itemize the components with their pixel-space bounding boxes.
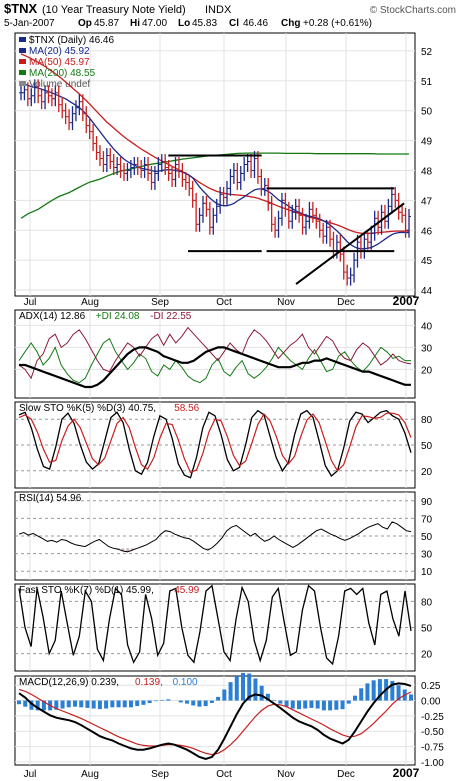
open-value: 45.87: [94, 18, 119, 29]
price-xtick-3: Oct: [216, 297, 232, 308]
low-value: 45.83: [192, 18, 217, 29]
ma50-line: [20, 53, 409, 235]
close-value: 46.46: [243, 18, 268, 29]
legend-entry-1: MA(20) 45.92: [29, 46, 90, 57]
rsi-ytick-2: 50: [421, 532, 433, 543]
price-ytick-1: 45: [421, 256, 433, 267]
fast-sto-label: Fast STO %K(7) %D(1) 45.99,: [19, 585, 154, 596]
legend-entry-2: MA(50) 45.97: [29, 57, 90, 68]
macd-ytick-2: -0.50: [421, 727, 444, 738]
legend-swatch-0: [19, 37, 26, 42]
macd-hist-value: 0.100: [173, 677, 198, 688]
fast-d-value: 45.99: [174, 585, 199, 596]
price-ytick-0: 44: [421, 286, 433, 297]
legend-entry-4: Volume undef: [29, 79, 90, 90]
adx-line: [19, 346, 411, 389]
fast-sto-ytick-1: 50: [421, 624, 433, 635]
macd-signal-value: 0.139,: [135, 677, 163, 688]
exchange-label: INDX: [205, 4, 232, 16]
high-value: 47.00: [142, 18, 167, 29]
price-ytick-5: 49: [421, 137, 433, 148]
rsi-ytick-3: 70: [421, 514, 433, 525]
rsi-ytick-0: 10: [421, 567, 433, 578]
fast-sto-ytick-2: 80: [421, 597, 433, 608]
macd-xtick-2: Sep: [151, 769, 169, 780]
slow-sto-ytick-1: 50: [421, 441, 433, 452]
rsi-line: [18, 521, 412, 553]
legend-swatch-4: [19, 81, 26, 86]
macd-ytick-1: -0.75: [421, 743, 444, 754]
rsi-label: RSI(14) 54.96: [19, 493, 82, 504]
price-xtick-4: Nov: [277, 297, 295, 308]
legend-swatch-2: [19, 59, 26, 64]
macd-xtick-6: 2007: [393, 766, 420, 780]
plus-di-line: [18, 337, 411, 384]
price-xtick-5: Dec: [337, 297, 355, 308]
change-value: +0.28 (+0.61%): [303, 18, 372, 29]
slow-k-line: [18, 409, 412, 479]
macd-ytick-0: -1.00: [421, 758, 444, 769]
adx-label: ADX(14) 12.86: [19, 311, 86, 322]
price-ytick-4: 48: [421, 166, 433, 177]
slow-sto-label: Slow STO %K(5) %D(3) 40.75,: [19, 403, 156, 414]
adx-ytick-2: 40: [421, 321, 433, 332]
macd-xtick-0: Jul: [24, 769, 37, 780]
price-xtick-6: 2007: [393, 294, 420, 308]
macd-xtick-4: Nov: [277, 769, 295, 780]
macd-xtick-5: Dec: [337, 769, 355, 780]
open-label: Op: [78, 18, 92, 29]
rsi-ytick-4: 90: [421, 497, 433, 508]
fast-k-line: [18, 584, 412, 666]
low-label: Lo: [178, 18, 190, 29]
price-xtick-0: Jul: [24, 297, 37, 308]
adx-ytick-1: 30: [421, 343, 433, 354]
macd-ytick-4: 0.00: [421, 697, 441, 708]
symbol-name: (10 Year Treasury Note Yield): [42, 4, 186, 16]
price-ytick-7: 51: [421, 77, 433, 88]
header-date: 5-Jan-2007: [4, 18, 55, 29]
slow-sto-ytick-2: 80: [421, 415, 433, 426]
symbol-title: $TNX: [4, 1, 38, 16]
price-ytick-8: 52: [421, 47, 433, 58]
legend-swatch-1: [19, 48, 26, 53]
macd-label: MACD(12,26,9) 0.239,: [19, 677, 119, 688]
minus-di-label: -DI 22.55: [150, 311, 192, 322]
fast-sto-ytick-0: 20: [421, 650, 433, 661]
slow-sto-ytick-0: 20: [421, 467, 433, 478]
rsi-ytick-1: 30: [421, 550, 433, 561]
slow-d-line: [18, 412, 412, 474]
legend-swatch-3: [19, 70, 26, 75]
change-label: Chg: [281, 18, 300, 29]
legend-entry-3: MA(200) 48.55: [29, 68, 96, 79]
macd-panel-frame: [14, 675, 416, 766]
adx-panel-frame: [14, 309, 416, 399]
macd-line: [18, 682, 412, 760]
macd-xtick-3: Oct: [216, 769, 232, 780]
minus-di-line: [18, 326, 412, 380]
price-ytick-6: 50: [421, 107, 433, 118]
legend-entry-0: $TNX (Daily) 46.46: [29, 35, 114, 46]
support-trendline: [295, 202, 405, 285]
macd-xtick-1: Aug: [81, 769, 99, 780]
price-xtick-1: Aug: [81, 297, 99, 308]
slow-d-value: 58.56: [174, 403, 199, 414]
adx-ytick-0: 20: [421, 365, 433, 376]
watermark: © StockCharts.com: [370, 5, 456, 16]
price-ytick-3: 47: [421, 196, 433, 207]
price-ytick-2: 46: [421, 226, 433, 237]
high-label: Hi: [130, 18, 140, 29]
close-label: Cl: [229, 18, 239, 29]
price-xtick-2: Sep: [151, 297, 169, 308]
macd-ytick-5: 0.25: [421, 681, 441, 692]
plus-di-label: +DI 24.08: [96, 311, 140, 322]
macd-ytick-3: -0.25: [421, 712, 444, 723]
chart-header: $TNX (10 Year Treasury Note Yield) INDX …: [4, 1, 456, 29]
